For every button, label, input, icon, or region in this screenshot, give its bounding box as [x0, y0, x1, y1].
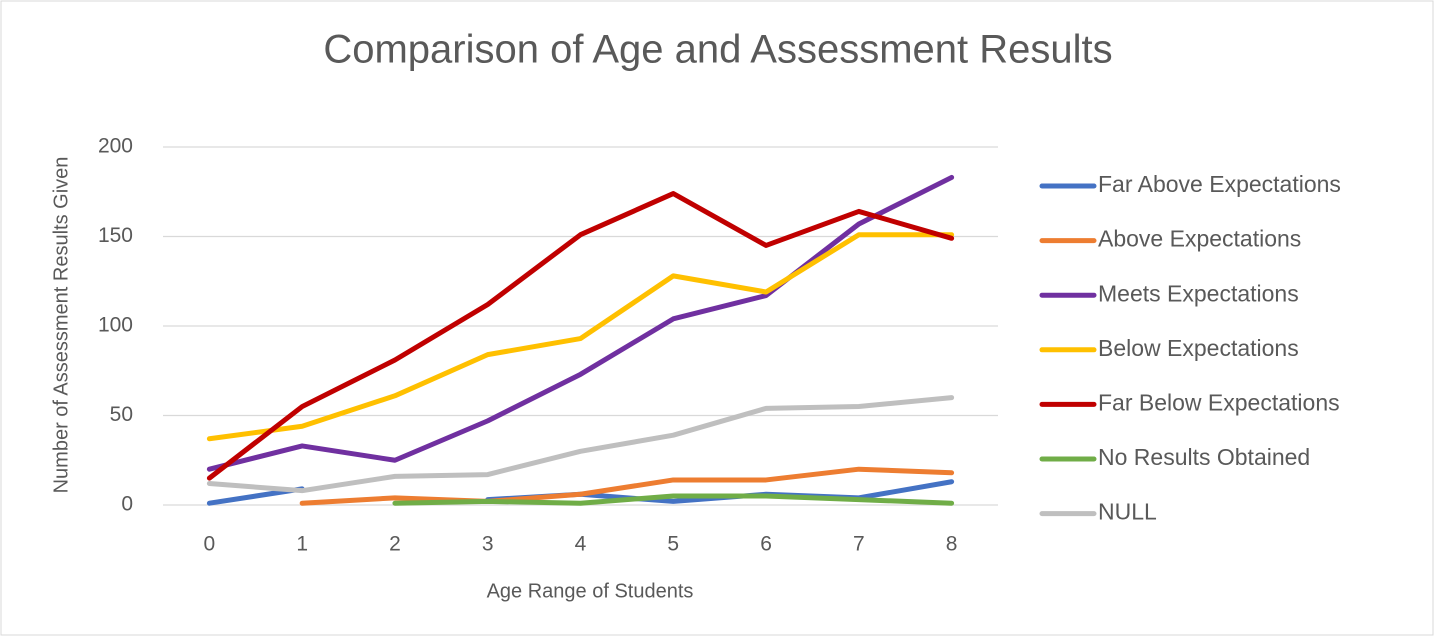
x-tick-label: 2 [389, 533, 401, 556]
y-tick-label: 150 [98, 224, 133, 247]
legend-label: Meets Expectations [1098, 280, 1299, 306]
legend-label: Above Expectations [1098, 226, 1301, 252]
chart-title: Comparison of Age and Assessment Results [323, 28, 1112, 72]
series-line [206, 174, 955, 472]
x-tick-label: 1 [296, 533, 308, 556]
x-tick-label: 5 [667, 533, 679, 556]
series-line [206, 191, 955, 481]
y-tick-label: 100 [98, 314, 133, 337]
legend-label: Far Below Expectations [1098, 389, 1340, 415]
x-tick-label: 7 [853, 533, 865, 556]
series-line [299, 466, 955, 506]
y-tick-label: 0 [121, 493, 133, 516]
y-tick-label: 50 [110, 403, 133, 426]
legend-label: Far Above Expectations [1098, 171, 1341, 197]
x-tick-label: 3 [482, 533, 494, 556]
x-tick-label: 0 [204, 533, 216, 556]
series-line [206, 395, 955, 494]
legend-label: Below Expectations [1098, 335, 1299, 361]
legend-label: NULL [1098, 499, 1157, 525]
series-line [206, 232, 955, 442]
x-tick-label: 4 [575, 533, 587, 556]
x-tick-label: 8 [946, 533, 958, 556]
x-axis-label: Age Range of Students [487, 580, 694, 602]
x-tick-label: 6 [760, 533, 772, 556]
y-axis-label: Number of Assessment Results Given [50, 157, 72, 494]
legend-label: No Results Obtained [1098, 444, 1310, 470]
series-line [392, 493, 955, 506]
y-tick-label: 200 [98, 135, 133, 158]
